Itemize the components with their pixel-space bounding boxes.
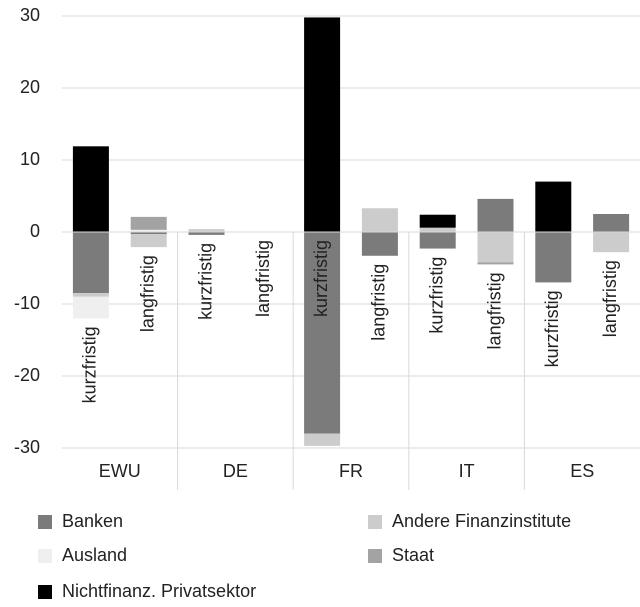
category-label: kurzfristig — [542, 290, 562, 367]
y-tick-label: -10 — [14, 293, 40, 313]
category-label: langfristig — [253, 240, 273, 317]
legend-swatch — [368, 515, 382, 529]
group-label: FR — [339, 461, 363, 481]
bar-segment — [72, 146, 109, 232]
bar-segment — [361, 232, 398, 256]
bar-segment — [304, 17, 341, 232]
legend-swatch — [368, 549, 382, 563]
legend-swatch — [38, 515, 52, 529]
category-label: langfristig — [137, 255, 157, 332]
bar-segment — [419, 214, 456, 228]
bar-segment — [477, 232, 514, 263]
category-label: kurzfristig — [195, 243, 215, 320]
bar-segment — [304, 232, 341, 434]
bar-segment — [130, 232, 167, 235]
category-label: langfristig — [369, 264, 389, 341]
bar-segment — [535, 181, 572, 232]
legend-label: Andere Finanzinstitute — [392, 511, 571, 531]
bar-segment — [72, 296, 109, 319]
group-label: IT — [459, 461, 475, 481]
bar-segment — [130, 229, 167, 232]
bar-segment — [72, 232, 109, 294]
y-tick-label: 10 — [20, 149, 40, 169]
y-tick-label: 0 — [30, 221, 40, 241]
bar-segment — [419, 227, 456, 232]
bar-segment — [130, 216, 167, 230]
legend-label: Nichtfinanz. Privatsektor — [62, 581, 256, 601]
category-label: kurzfristig — [80, 326, 100, 403]
category-label: kurzfristig — [426, 257, 446, 334]
bar-segment — [535, 232, 572, 283]
y-tick-label: 20 — [20, 77, 40, 97]
legend-label: Staat — [392, 545, 434, 565]
legend-swatch — [38, 549, 52, 563]
category-label: langfristig — [484, 272, 504, 349]
group-label: ES — [570, 461, 594, 481]
y-tick-label: 30 — [20, 5, 40, 25]
y-tick-label: -30 — [14, 437, 40, 457]
legend-label: Ausland — [62, 545, 127, 565]
group-label: DE — [223, 461, 248, 481]
category-label: kurzfristig — [311, 240, 331, 317]
bar-segment — [188, 232, 225, 235]
bar-segment — [130, 234, 167, 248]
bar-segment — [477, 262, 514, 265]
bar-segment — [361, 208, 398, 232]
bar-segment — [72, 293, 109, 297]
category-label: langfristig — [600, 260, 620, 337]
bar-segment — [419, 232, 456, 249]
bar-segment — [304, 433, 341, 446]
y-tick-label: -20 — [14, 365, 40, 385]
bar-segment — [593, 232, 630, 253]
legend-label: Banken — [62, 511, 123, 531]
group-label: EWU — [99, 461, 141, 481]
legend-swatch — [38, 585, 52, 599]
bar-segment — [593, 214, 630, 232]
bar-segment — [477, 198, 514, 232]
bar-segment — [188, 229, 225, 232]
